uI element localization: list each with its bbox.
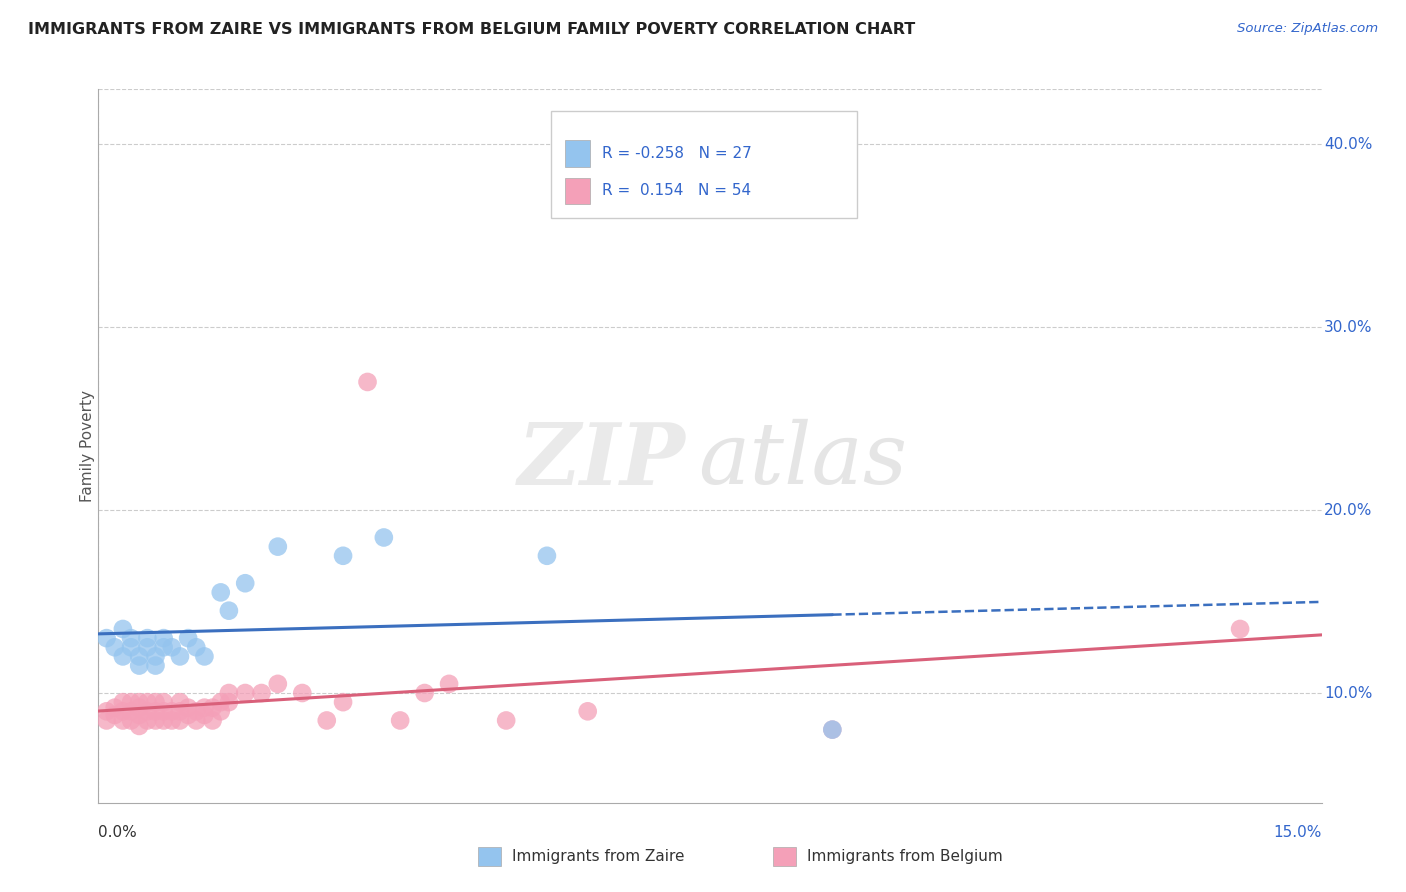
Point: [128, 695, 150, 709]
Point: [111, 695, 134, 709]
Point: [218, 695, 240, 709]
Point: [186, 640, 208, 655]
Point: [437, 677, 460, 691]
Point: [201, 700, 224, 714]
Point: [576, 704, 599, 718]
Point: [145, 658, 167, 673]
Point: [193, 708, 215, 723]
Point: [169, 704, 191, 718]
Point: [128, 649, 150, 664]
Text: Immigrants from Zaire: Immigrants from Zaire: [512, 849, 685, 863]
Point: [169, 695, 191, 709]
Point: [291, 686, 314, 700]
Point: [218, 686, 240, 700]
Point: [413, 686, 436, 700]
Point: [120, 631, 142, 645]
Point: [201, 714, 224, 728]
Text: IMMIGRANTS FROM ZAIRE VS IMMIGRANTS FROM BELGIUM FAMILY POVERTY CORRELATION CHAR: IMMIGRANTS FROM ZAIRE VS IMMIGRANTS FROM…: [28, 22, 915, 37]
Point: [193, 649, 215, 664]
Point: [209, 695, 232, 709]
Point: [111, 704, 134, 718]
Point: [821, 723, 844, 737]
Point: [96, 631, 118, 645]
Text: 30.0%: 30.0%: [1324, 319, 1372, 334]
Point: [120, 695, 142, 709]
Text: 20.0%: 20.0%: [1324, 502, 1372, 517]
Point: [250, 686, 273, 700]
Point: [145, 714, 167, 728]
Point: [169, 714, 191, 728]
Point: [145, 695, 167, 709]
Point: [218, 604, 240, 618]
Point: [160, 640, 183, 655]
Point: [152, 704, 174, 718]
Point: [177, 700, 200, 714]
Point: [177, 708, 200, 723]
Point: [128, 719, 150, 733]
Text: Source: ZipAtlas.com: Source: ZipAtlas.com: [1237, 22, 1378, 36]
Point: [152, 695, 174, 709]
Point: [128, 700, 150, 714]
Point: [136, 640, 159, 655]
Point: [96, 704, 118, 718]
Point: [315, 714, 337, 728]
Text: ZIP: ZIP: [517, 418, 686, 502]
Point: [111, 714, 134, 728]
Point: [267, 540, 290, 554]
Text: 40.0%: 40.0%: [1324, 136, 1372, 152]
Point: [152, 640, 174, 655]
Point: [160, 714, 183, 728]
Point: [120, 714, 142, 728]
Point: [152, 714, 174, 728]
Point: [495, 714, 517, 728]
Point: [111, 622, 134, 636]
Point: [136, 631, 159, 645]
Point: [233, 686, 256, 700]
Point: [233, 576, 256, 591]
Point: [373, 531, 395, 545]
Point: [128, 708, 150, 723]
Point: [120, 704, 142, 718]
Y-axis label: Family Poverty: Family Poverty: [80, 390, 94, 502]
Point: [120, 640, 142, 655]
Point: [136, 704, 159, 718]
Point: [111, 649, 134, 664]
Point: [1229, 622, 1251, 636]
Point: [160, 704, 183, 718]
Text: atlas: atlas: [697, 419, 907, 501]
Point: [104, 708, 127, 723]
Point: [145, 704, 167, 718]
Point: [177, 631, 200, 645]
Point: [332, 549, 354, 563]
Point: [152, 631, 174, 645]
Text: 15.0%: 15.0%: [1274, 825, 1322, 840]
Point: [536, 549, 558, 563]
Point: [267, 677, 290, 691]
Point: [169, 649, 191, 664]
Point: [186, 704, 208, 718]
Point: [193, 700, 215, 714]
Point: [332, 695, 354, 709]
Point: [136, 714, 159, 728]
Text: R = -0.258   N = 27: R = -0.258 N = 27: [602, 146, 751, 161]
Point: [356, 375, 378, 389]
Point: [389, 714, 412, 728]
Point: [209, 704, 232, 718]
Point: [128, 658, 150, 673]
Point: [96, 714, 118, 728]
Point: [104, 640, 127, 655]
Point: [186, 714, 208, 728]
Text: 10.0%: 10.0%: [1324, 686, 1372, 700]
Text: Immigrants from Belgium: Immigrants from Belgium: [807, 849, 1002, 863]
Text: R =  0.154   N = 54: R = 0.154 N = 54: [602, 184, 751, 198]
Text: 0.0%: 0.0%: [98, 825, 138, 840]
Point: [145, 649, 167, 664]
Point: [136, 695, 159, 709]
Point: [104, 700, 127, 714]
Point: [821, 723, 844, 737]
Point: [209, 585, 232, 599]
